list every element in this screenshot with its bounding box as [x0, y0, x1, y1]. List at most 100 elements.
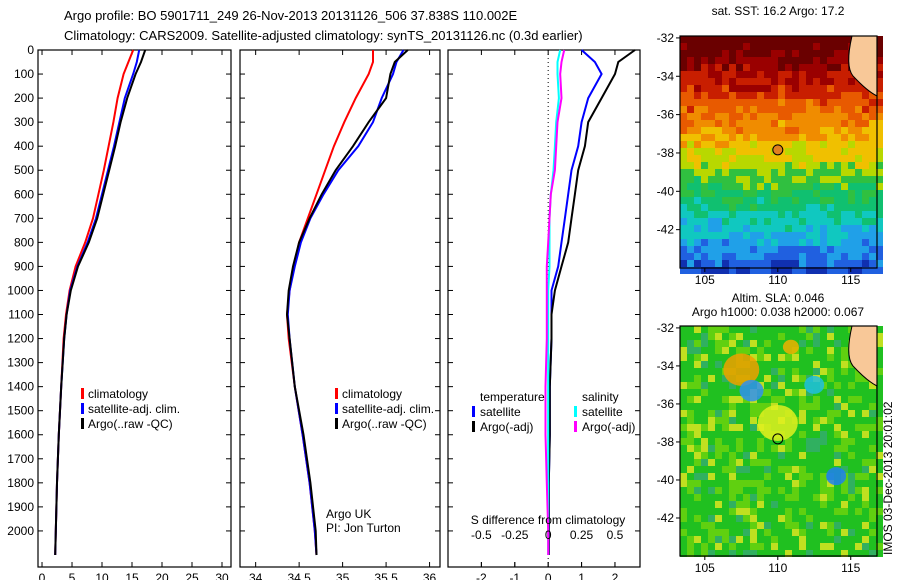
sla-map-title-1: Altim. SLA: 0.046 — [732, 291, 825, 305]
map-cell — [806, 452, 813, 459]
map-cell — [687, 78, 694, 85]
map-cell — [876, 431, 883, 438]
map-cell — [848, 410, 855, 417]
map-cell — [834, 333, 841, 340]
map-cell — [778, 78, 785, 85]
map-cell — [869, 106, 876, 113]
map-cell — [799, 466, 806, 473]
series-argo-raw-qc- — [54, 49, 147, 556]
map-cell — [785, 78, 792, 85]
map-cell — [848, 232, 855, 239]
map-cell — [694, 508, 701, 515]
map-cell — [701, 501, 708, 508]
map-cell — [848, 260, 855, 267]
map-cell — [757, 403, 764, 410]
map-cell — [778, 494, 785, 501]
map-cell — [694, 529, 701, 536]
map-cell — [827, 218, 834, 225]
map-cell — [792, 78, 799, 85]
map-cell — [701, 361, 708, 368]
map-cell — [834, 176, 841, 183]
map-cell — [778, 92, 785, 99]
map-cell — [764, 106, 771, 113]
legend-title-salinity: salinity — [582, 390, 619, 404]
map-cell — [876, 92, 883, 99]
map-cell — [876, 204, 883, 211]
series-climatology — [54, 49, 135, 556]
x-tick-label: 0 — [545, 571, 552, 580]
map-cell — [813, 71, 820, 78]
map-cell — [778, 155, 785, 162]
map-cell — [792, 375, 799, 382]
map-cell — [848, 106, 855, 113]
map-cell — [862, 99, 869, 106]
map-cell — [834, 50, 841, 57]
map-cell — [792, 403, 799, 410]
map-cell — [778, 480, 785, 487]
s-tick-label: -0.25 — [501, 528, 529, 542]
map-cell — [876, 246, 883, 253]
map-cell — [729, 438, 736, 445]
map-cell — [848, 92, 855, 99]
map-cell — [799, 424, 806, 431]
map-cell — [771, 494, 778, 501]
map-cell — [680, 529, 687, 536]
map-cell — [743, 452, 750, 459]
map-cell — [687, 508, 694, 515]
map-cell — [743, 459, 750, 466]
map-cell — [687, 368, 694, 375]
map-cell — [778, 50, 785, 57]
map-cell — [715, 92, 722, 99]
map-cell — [778, 85, 785, 92]
map-cell — [729, 494, 736, 501]
map-cell — [848, 267, 855, 274]
map-cell — [729, 333, 736, 340]
map-cell — [771, 466, 778, 473]
map-cell — [757, 480, 764, 487]
map-cell — [778, 508, 785, 515]
map-cell — [792, 333, 799, 340]
map-cell — [792, 218, 799, 225]
map-cell — [785, 396, 792, 403]
map-cell — [869, 120, 876, 127]
map-cell — [701, 57, 708, 64]
map-cell — [792, 197, 799, 204]
map-cell — [757, 333, 764, 340]
map-cell — [722, 183, 729, 190]
map-cell — [729, 410, 736, 417]
map-cell — [792, 36, 799, 43]
map-cell — [827, 438, 834, 445]
y-tick-label: 500 — [14, 163, 34, 177]
map-cell — [834, 267, 841, 274]
map-cell — [806, 354, 813, 361]
map-cell — [820, 85, 827, 92]
map-cell — [750, 127, 757, 134]
map-cell — [876, 480, 883, 487]
map-cell — [764, 71, 771, 78]
map-cell — [771, 106, 778, 113]
map-cell — [771, 246, 778, 253]
map-cell — [792, 260, 799, 267]
map-cell — [687, 232, 694, 239]
map-cell — [876, 361, 883, 368]
map-cell — [799, 494, 806, 501]
map-cell — [715, 64, 722, 71]
map-cell — [848, 550, 855, 557]
map-cell — [722, 403, 729, 410]
map-cell — [680, 543, 687, 550]
map-cell — [708, 99, 715, 106]
map-cell — [736, 36, 743, 43]
map-cell — [820, 36, 827, 43]
map-cell — [729, 50, 736, 57]
map-cell — [785, 473, 792, 480]
map-cell — [708, 354, 715, 361]
map-cell — [813, 410, 820, 417]
map-cell — [792, 480, 799, 487]
map-cell — [743, 424, 750, 431]
map-cell — [813, 529, 820, 536]
map-cell — [764, 403, 771, 410]
map-cell — [771, 508, 778, 515]
map-cell — [680, 92, 687, 99]
map-cell — [729, 134, 736, 141]
map-cell — [869, 232, 876, 239]
